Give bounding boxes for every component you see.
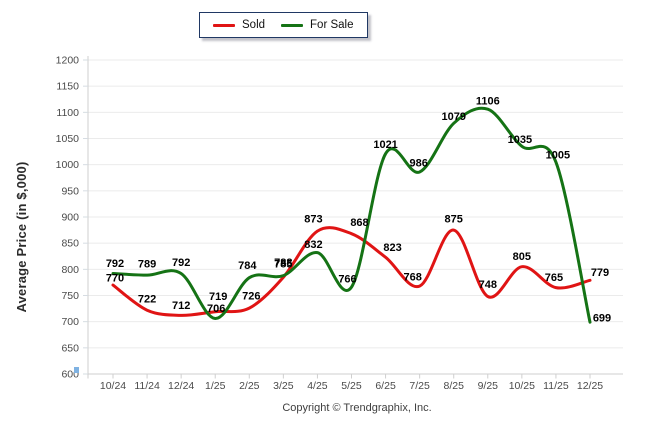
y-tick-label: 950 — [61, 185, 79, 197]
data-label: 805 — [513, 251, 531, 263]
data-label: 868 — [350, 217, 368, 229]
data-label: 779 — [591, 267, 609, 279]
for-sale-series-line — [111, 106, 592, 324]
for-sale-line-icon — [281, 23, 304, 27]
sold-line-icon — [213, 23, 235, 27]
x-tick-label: 7/25 — [409, 380, 430, 392]
data-label: 873 — [304, 214, 322, 226]
data-label: 1106 — [476, 96, 500, 108]
data-label: 699 — [593, 313, 611, 325]
data-label: 770 — [106, 273, 124, 285]
data-label: 722 — [138, 294, 156, 306]
legend-item-for-sale: For Sale — [281, 19, 354, 31]
data-label: 784 — [238, 260, 257, 272]
data-label: 785 — [274, 259, 292, 271]
data-label: 1035 — [508, 134, 532, 146]
x-tick-label: 1/25 — [205, 380, 226, 392]
x-tick-label: 10/24 — [100, 380, 126, 392]
x-tick-label: 10/25 — [509, 380, 535, 392]
legend-item-sold: Sold — [213, 19, 265, 31]
data-label: 792 — [172, 257, 190, 269]
y-tick-label: 650 — [61, 342, 79, 354]
y-tick-label: 1000 — [56, 159, 80, 171]
x-tick-label: 12/25 — [577, 380, 603, 392]
legend-label-for-sale: For Sale — [310, 19, 354, 31]
y-tick-label: 1100 — [56, 107, 79, 119]
data-label: 712 — [172, 300, 190, 312]
x-tick-label: 11/24 — [134, 380, 160, 392]
data-label: 792 — [106, 258, 124, 270]
data-label: 1079 — [441, 111, 465, 123]
data-label: 788 — [274, 257, 292, 269]
x-tick-label: 11/25 — [543, 380, 569, 392]
x-tick-label: 2/25 — [239, 380, 260, 392]
data-label: 768 — [403, 272, 421, 284]
data-label: 766 — [338, 274, 356, 286]
y-tick-label: 850 — [61, 238, 79, 250]
sold-series-line — [111, 226, 592, 317]
legend-label-sold: Sold — [242, 19, 266, 31]
y-tick-label: 1200 — [56, 55, 80, 67]
data-label: 875 — [445, 214, 463, 226]
data-label: 719 — [209, 291, 227, 303]
x-tick-label: 6/25 — [375, 380, 396, 392]
x-tick-label: 5/25 — [341, 380, 362, 392]
copyright-text: Copyright © Trendgraphix, Inc. — [282, 402, 432, 414]
data-label: 832 — [304, 239, 322, 251]
x-tick-label: 12/24 — [168, 380, 194, 392]
data-label: 789 — [138, 259, 156, 271]
x-tick-label: 3/25 — [273, 380, 294, 392]
x-tick-label: 9/25 — [478, 380, 499, 392]
y-tick-label: 1050 — [56, 133, 80, 145]
y-tick-label: 750 — [61, 290, 79, 302]
data-label: 1005 — [546, 150, 570, 162]
data-label: 748 — [479, 279, 497, 291]
y-tick-label: 700 — [61, 316, 79, 328]
data-label: 706 — [207, 303, 225, 315]
y-tick-label: 800 — [61, 264, 79, 276]
data-label: 1021 — [373, 139, 397, 151]
data-label: 726 — [242, 291, 260, 303]
data-label: 986 — [409, 157, 427, 169]
x-tick-label: 8/25 — [443, 380, 464, 392]
data-label: 823 — [383, 242, 401, 254]
y-tick-label: 1150 — [56, 81, 79, 93]
data-label: 765 — [545, 272, 563, 284]
chart-legend: Sold For Sale — [199, 12, 368, 38]
y-tick-label: 900 — [61, 212, 79, 224]
axis-corner-tick — [74, 367, 79, 373]
x-tick-label: 4/25 — [307, 380, 328, 392]
